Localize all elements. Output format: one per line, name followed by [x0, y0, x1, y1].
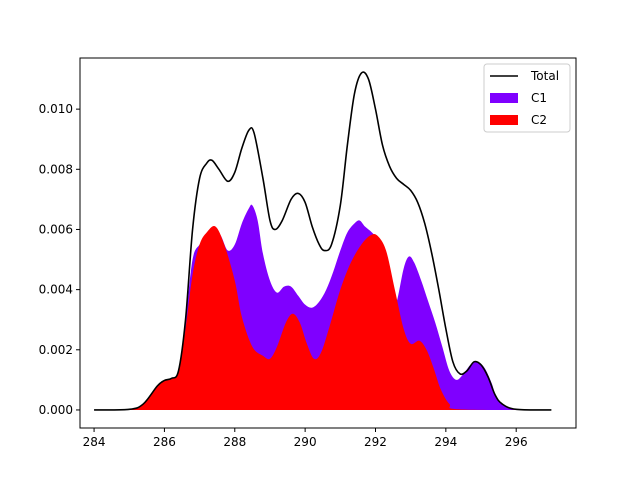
- y-tick-label: 0.000: [39, 403, 73, 417]
- legend-label-total: Total: [530, 69, 559, 83]
- legend: Total C1 C2: [483, 63, 571, 133]
- legend-label-c1: C1: [531, 91, 547, 105]
- x-tick-label: 292: [364, 435, 387, 449]
- x-axis: 284 286 288 290 292 294 296: [83, 428, 528, 449]
- x-tick-label: 296: [505, 435, 528, 449]
- y-tick-label: 0.008: [39, 162, 73, 176]
- legend-label-c2: C2: [531, 113, 547, 127]
- y-tick-label: 0.006: [39, 222, 73, 236]
- line-total: [94, 71, 552, 411]
- x-tick-label: 290: [294, 435, 317, 449]
- y-tick-label: 0.004: [39, 283, 73, 297]
- legend-swatch-c1: [490, 93, 518, 103]
- y-axis: 0.000 0.002 0.004 0.006 0.008 0.010: [39, 102, 80, 417]
- axes-frame: [79, 57, 577, 429]
- plot-area: [94, 71, 552, 411]
- series-lines: [94, 71, 552, 411]
- x-tick-label: 284: [83, 435, 106, 449]
- x-tick-label: 288: [223, 435, 246, 449]
- x-tick-label: 286: [153, 435, 176, 449]
- y-tick-label: 0.010: [39, 102, 73, 116]
- legend-swatch-c2: [490, 115, 518, 125]
- y-tick-label: 0.002: [39, 343, 73, 357]
- x-tick-label: 294: [434, 435, 457, 449]
- area-c2: [94, 225, 552, 410]
- series-fills: [94, 204, 552, 411]
